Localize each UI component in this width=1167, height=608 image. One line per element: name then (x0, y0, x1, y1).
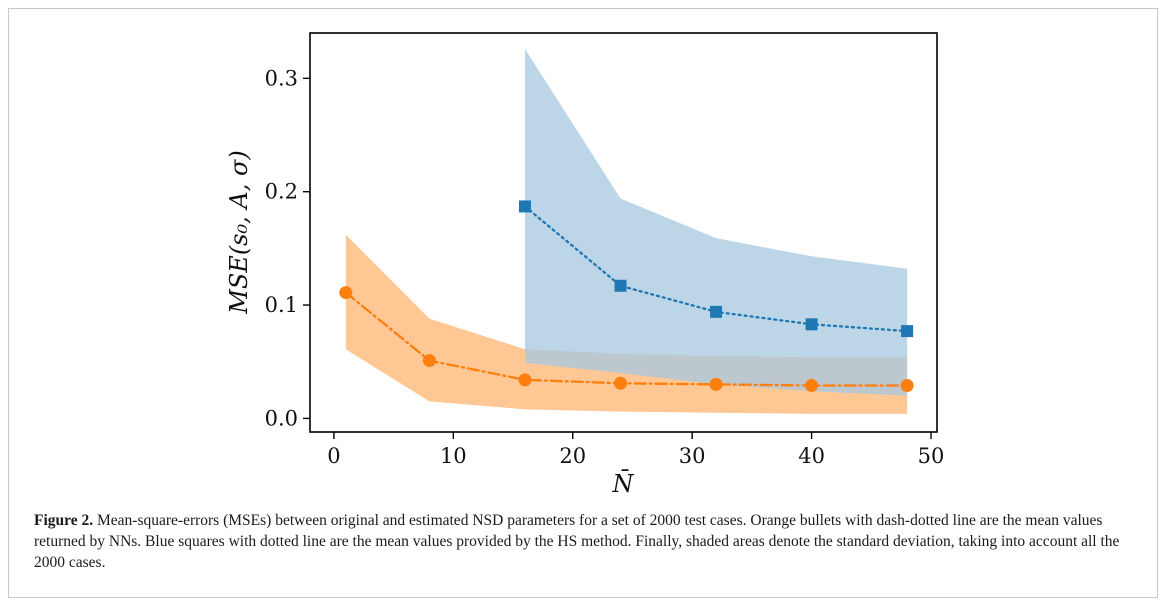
x-tick-label: 50 (918, 444, 945, 468)
x-tick-label: 20 (559, 444, 586, 468)
point-nn (805, 379, 819, 393)
x-tick-label: 10 (440, 444, 467, 468)
figure-label: Figure 2. (34, 512, 94, 529)
point-nn (518, 373, 532, 387)
point-nn (709, 377, 723, 391)
point-nn (614, 376, 628, 390)
y-tick-label: 0.3 (265, 66, 298, 90)
x-tick-label: 40 (798, 444, 825, 468)
point-hs (805, 318, 818, 331)
x-axis-label: N̄ (612, 470, 635, 498)
y-tick-label: 0.2 (265, 180, 298, 204)
axes-frame (309, 32, 938, 433)
y-axis-label: MSE(s₀, A, σ) (225, 150, 253, 314)
point-hs (710, 305, 723, 318)
ticks-layer: 0 10 20 30 40 50 0.0 0.1 0.2 0.3 (265, 66, 945, 468)
caption-text: Mean-square-errors (MSEs) between origin… (34, 512, 1120, 571)
point-hs (614, 279, 627, 292)
x-tick-label: 0 (327, 444, 340, 468)
band-hs (524, 48, 908, 396)
figure-caption: Figure 2. Mean-square-errors (MSEs) betw… (34, 510, 1144, 573)
point-hs (518, 200, 531, 213)
point-nn (339, 286, 353, 300)
point-nn (900, 379, 914, 393)
point-nn (422, 354, 436, 368)
point-hs (901, 325, 914, 338)
plot-layer (339, 48, 914, 414)
y-tick-label: 0.0 (265, 406, 298, 430)
y-tick-label: 0.1 (265, 293, 298, 317)
mse-chart: 0 10 20 30 40 50 0.0 0.1 0.2 0.3 N̄ MSE(s₀, A, σ) (225, 32, 945, 498)
x-tick-label: 30 (679, 444, 706, 468)
